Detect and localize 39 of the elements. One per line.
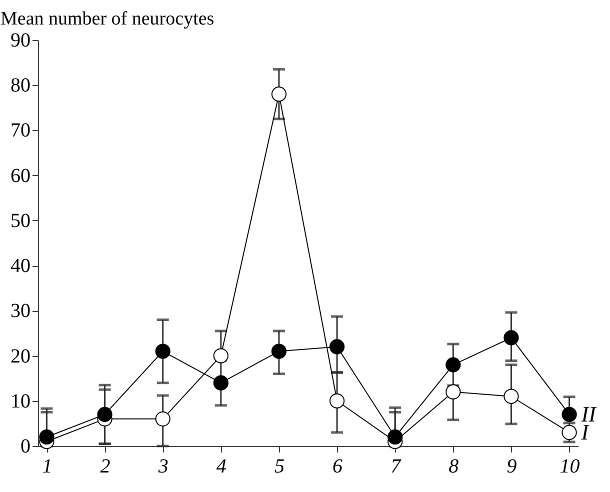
point bbox=[329, 393, 345, 408]
point bbox=[562, 406, 577, 422]
x-tick-label: 4 bbox=[216, 456, 226, 478]
y-tick-label: 60 bbox=[10, 164, 30, 187]
y-axis-title: Mean number of neurocytes bbox=[0, 8, 214, 30]
x-tick-label: 9 bbox=[506, 456, 517, 478]
x-tick-label: 3 bbox=[157, 456, 168, 478]
y-tick-label: 80 bbox=[10, 74, 30, 97]
y-tick-label: 0 bbox=[20, 436, 30, 458]
point bbox=[271, 344, 287, 359]
x-tick-label: 10 bbox=[560, 456, 580, 478]
point bbox=[388, 429, 403, 445]
y-tick-label: 40 bbox=[10, 255, 30, 278]
point bbox=[213, 348, 228, 364]
x-tick-label: 5 bbox=[274, 456, 284, 478]
point bbox=[155, 411, 170, 426]
x-tick-label: 7 bbox=[390, 456, 402, 478]
x-tick-label: 6 bbox=[332, 456, 343, 478]
y-tick-label: 50 bbox=[10, 210, 30, 232]
y-tick-label: 30 bbox=[10, 300, 30, 322]
x-tick-label: 8 bbox=[448, 456, 459, 478]
point bbox=[39, 429, 54, 445]
point bbox=[504, 388, 519, 404]
series-label: II bbox=[580, 401, 598, 426]
point bbox=[504, 330, 519, 346]
point bbox=[446, 357, 461, 372]
y-tick-label: 90 bbox=[10, 30, 30, 52]
point bbox=[562, 424, 577, 440]
x-tick-label: 2 bbox=[100, 456, 110, 478]
y-tick-label: 70 bbox=[10, 120, 30, 142]
x-tick-label: 1 bbox=[42, 456, 52, 478]
point bbox=[213, 375, 228, 390]
y-tick-label: 20 bbox=[10, 345, 30, 368]
point bbox=[329, 339, 345, 354]
point bbox=[155, 344, 170, 359]
point bbox=[97, 406, 112, 422]
point bbox=[271, 86, 287, 102]
point bbox=[446, 384, 461, 400]
y-tick-label: 10 bbox=[10, 390, 30, 412]
